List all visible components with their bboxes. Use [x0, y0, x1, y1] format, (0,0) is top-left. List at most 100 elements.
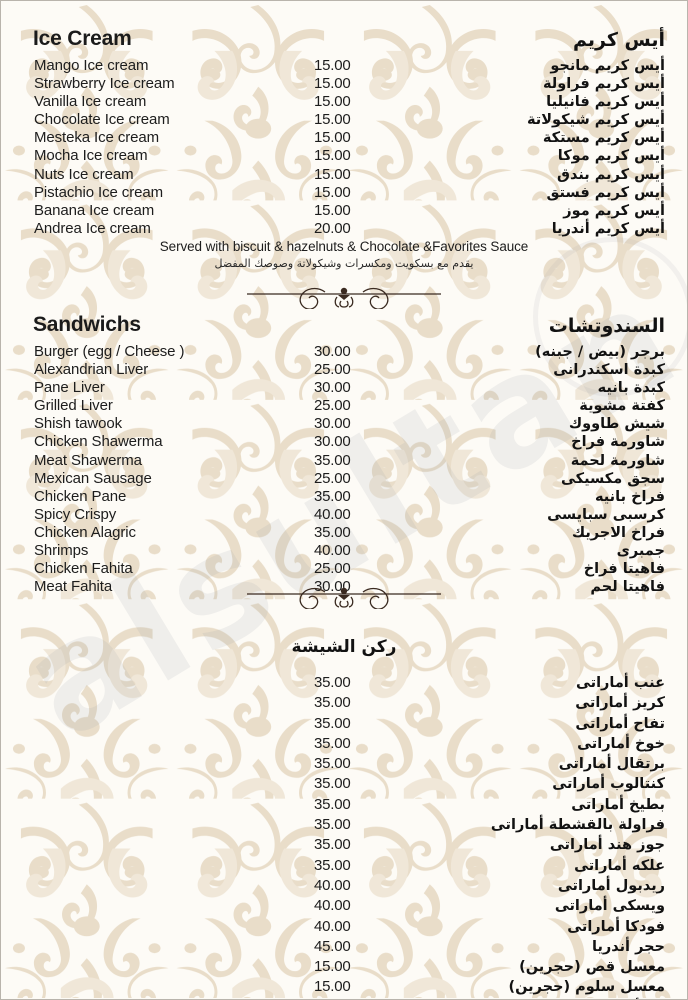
menu-item-name-ar: كرسبى سبايسى	[547, 506, 665, 523]
menu-item-row: Andrea Ice cream 20.00 أيس كريم أندريا	[1, 220, 687, 238]
menu-item-row: Burger (egg / Cheese ) 30.00 برجر (بيض / ج…	[1, 343, 687, 361]
menu-item-row: Mocha Ice cream 15.00 أيس كريم موكا	[1, 147, 687, 165]
menu-item-name-ar: برتقال أماراتى	[558, 756, 665, 773]
menu-item-name-ar: أيس كريم بندق	[557, 166, 665, 183]
menu-item-row: 35.00 كنتالوب أماراتى	[1, 774, 687, 794]
menu-item-name-ar: علكه أماراتى	[574, 857, 665, 874]
menu-item-row: 35.00 جوز هند أماراتى	[1, 835, 687, 855]
menu-item-row: Pane Liver 30.00 كبدة بانيه	[1, 379, 687, 397]
menu-item-name-ar: فاهيتا فراخ	[583, 561, 665, 578]
section-ice-cream: Ice Cream أيس كريم Mango Ice cream 15.00 أ…	[1, 27, 687, 270]
ice-cream-note: Served with biscuit & hazelnuts & Chocol…	[1, 239, 687, 270]
menu-item-price: 40.00	[314, 897, 351, 915]
menu-item-name-ar: كبدة بانيه	[597, 380, 665, 397]
menu-item-price: 35.00	[314, 816, 351, 834]
menu-item-name-ar: أيس كريم شيكولاتة	[526, 112, 665, 129]
menu-item-name-ar: أيس كريم فراولة	[542, 76, 665, 93]
ice-cream-heading: Ice Cream أيس كريم	[1, 27, 687, 57]
menu-item-price: 40.00	[314, 542, 351, 560]
menu-item-row: 35.00 خوخ أماراتى	[1, 734, 687, 754]
menu-item-name-ar: كبدة اسكندرانى	[553, 362, 665, 379]
menu-item-name-ar: معسل سلوم (حجرين)	[508, 979, 665, 996]
menu-item-name-ar: تفاح أماراتى	[575, 715, 665, 732]
menu-item-row: Shish tawook 30.00 شيش طاووك	[1, 415, 687, 433]
menu-item-name-en: Meat Shawerma	[34, 451, 142, 469]
menu-item-name-en: Alexandrian Liver	[34, 361, 149, 379]
menu-item-price: 40.00	[314, 876, 351, 894]
menu-item-row: Alexandrian Liver 25.00 كبدة اسكندرانى	[1, 361, 687, 379]
menu-item-row: Chicken Shawerma 30.00 شاورمة فراخ	[1, 433, 687, 451]
menu-item-price: 35.00	[314, 755, 351, 773]
menu-item-name-ar: أيس كريم مانجو	[550, 58, 665, 74]
menu-item-price: 25.00	[314, 397, 351, 415]
ornament-divider-bottom	[1, 583, 687, 609]
menu-item-name-ar: بطيخ أماراتى	[571, 796, 665, 813]
menu-item-row: Banana Ice cream 15.00 أيس كريم موز	[1, 202, 687, 220]
menu-item-row: 15.00 معسل سلوم (حجرين)	[1, 977, 687, 997]
ice-cream-note-ar: يقدم مع بسكويت ومكسرات وشيكولاتة وصوصك ا…	[214, 257, 474, 270]
section-shisha: ركن الشيشة 35.00 عنب أماراتى 35.00 كريز أما…	[1, 637, 687, 1000]
menu-item-name-ar: أيس كريم مستكة	[542, 130, 665, 147]
menu-item-price: 40.00	[314, 505, 351, 523]
menu-item-row: 45.00 حجر أندريا	[1, 937, 687, 957]
menu-item-row: Meat Shawerma 35.00 شاورمة لحمة	[1, 452, 687, 470]
ice-cream-item-list: Mango Ice cream 15.00 أيس كريم مانجو Strawb…	[1, 57, 687, 238]
menu-item-name-ar: ريدبول أماراتى	[557, 877, 665, 894]
menu-item-name-ar: كفتة مشوية	[579, 398, 665, 415]
menu-item-name-en: Mocha Ice cream	[34, 147, 148, 165]
menu-item-price: 35.00	[314, 734, 351, 752]
menu-item-price: 15.00	[314, 978, 351, 996]
sandwiches-item-list: Burger (egg / Cheese ) 30.00 برجر (بيض / ج…	[1, 343, 687, 596]
menu-item-price: 30.00	[314, 433, 351, 451]
menu-item-row: Chicken Pane 35.00 فراخ بانيه	[1, 488, 687, 506]
menu-item-price: 15.00	[314, 201, 351, 219]
menu-item-name-en: Pistachio Ice cream	[34, 183, 163, 201]
sandwiches-title-en: Sandwichs	[33, 313, 141, 336]
menu-item-name-en: Mexican Sausage	[34, 469, 152, 487]
menu-item-row: 35.00 برتقال أماراتى	[1, 754, 687, 774]
menu-item-name-en: Banana Ice cream	[34, 201, 155, 219]
menu-item-name-ar: فراخ بانيه	[594, 488, 665, 505]
sandwiches-title-ar: السندوتشات	[548, 315, 665, 337]
menu-item-price: 15.00	[314, 129, 351, 147]
menu-item-name-ar: معسل قص (حجرين)	[519, 959, 665, 976]
menu-item-row: Chicken Alagric 35.00 فراخ الاجريك	[1, 524, 687, 542]
menu-item-row: 40.00 فودكا أماراتى	[1, 917, 687, 937]
menu-item-price: 35.00	[314, 775, 351, 793]
menu-item-name-en: Chicken Pane	[34, 487, 127, 505]
menu-item-price: 15.00	[314, 75, 351, 93]
menu-item-name-en: Mesteka Ice cream	[34, 129, 160, 147]
menu-item-name-ar: أيس كريم موز	[563, 202, 665, 219]
menu-item-price: 30.00	[314, 343, 351, 360]
menu-item-price: 35.00	[314, 674, 351, 691]
menu-item-price: 15.00	[314, 958, 351, 976]
menu-item-price: 25.00	[314, 361, 351, 379]
menu-item-price: 10.00	[314, 998, 351, 1000]
menu-item-row: Chocolate Ice cream 15.00 أيس كريم شيكولات…	[1, 111, 687, 129]
menu-item-name-ar: خوخ أماراتى	[577, 735, 665, 752]
ornament-divider-top	[1, 283, 687, 309]
menu-item-name-ar: أيس كريم فانيليا	[546, 94, 665, 111]
menu-item-name-en: Andrea Ice cream	[34, 219, 151, 237]
menu-item-row: 10.00لى أيس	[1, 998, 687, 1000]
menu-item-name-ar: شاورمة فراخ	[571, 434, 665, 451]
menu-item-row: Pistachio Ice cream 15.00 أيس كريم فستق	[1, 184, 687, 202]
menu-item-name-en: Chocolate Ice cream	[34, 111, 170, 129]
shisha-item-list: 35.00 عنب أماراتى 35.00 كريز أماراتى 35.00 تف…	[1, 673, 687, 1000]
menu-item-price: 15.00	[314, 57, 351, 74]
menu-item-name-ar: ويسكى أماراتى	[554, 898, 665, 915]
menu-item-name-ar: فراولة بالقشطة أماراتى	[490, 817, 665, 834]
menu-item-name-ar: جوز هند أماراتى	[549, 837, 665, 854]
menu-item-row: 35.00 فراولة بالقشطة أماراتى	[1, 815, 687, 835]
menu-item-row: 35.00 عنب أماراتى	[1, 673, 687, 693]
menu-item-price: 35.00	[314, 523, 351, 541]
menu-item-name-en: Chicken Fahita	[34, 560, 133, 578]
ice-cream-note-en: Served with biscuit & hazelnuts & Chocol…	[159, 239, 529, 254]
menu-item-name-ar: عنب أماراتى	[575, 675, 665, 691]
menu-item-name-en: Strawberry Ice cream	[34, 75, 175, 93]
menu-item-row: 35.00 تفاح أماراتى	[1, 714, 687, 734]
menu-item-row: 40.00 ويسكى أماراتى	[1, 896, 687, 916]
menu-item-price: 35.00	[314, 451, 351, 469]
menu-item-row: Mango Ice cream 15.00 أيس كريم مانجو	[1, 57, 687, 75]
